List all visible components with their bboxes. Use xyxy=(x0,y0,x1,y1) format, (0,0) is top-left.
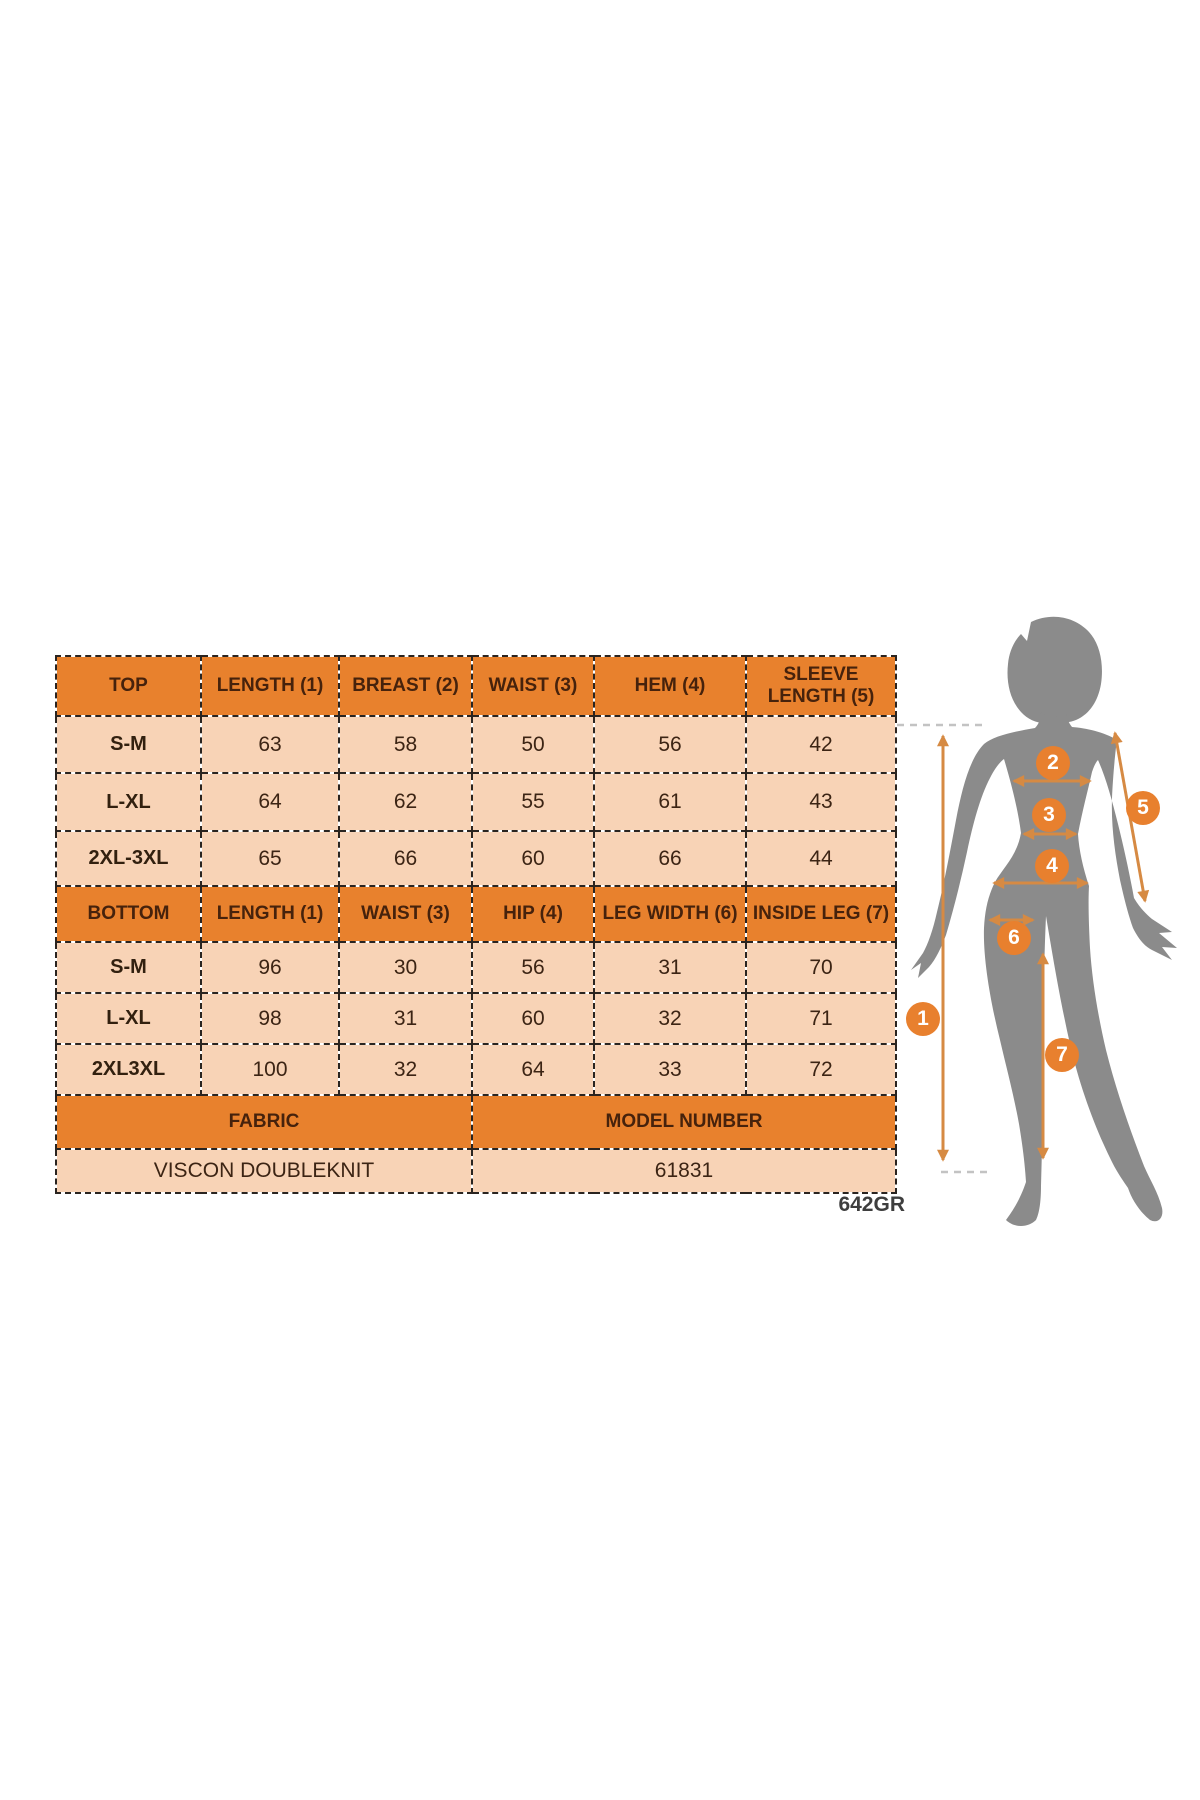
value-cell: 64 xyxy=(471,1043,595,1096)
table-row: 2XL-3XL 65 66 60 66 44 xyxy=(55,830,897,887)
value-cell: 66 xyxy=(338,830,473,887)
value-cell: 70 xyxy=(745,941,897,994)
top-header-hem: HEM (4) xyxy=(593,655,747,717)
silhouette-head xyxy=(1007,616,1102,724)
value-cell: 32 xyxy=(593,992,747,1045)
bottom-header-inside-leg: INSIDE LEG (7) xyxy=(745,885,897,943)
size-label: S-M xyxy=(55,715,202,774)
value-cell: 61 xyxy=(593,772,747,832)
measure-marker-3: 3 xyxy=(1032,798,1066,832)
top-header-sleeve-length: SLEEVE LENGTH (5) xyxy=(745,655,897,717)
value-cell: 31 xyxy=(593,941,747,994)
bottom-header-hip: HIP (4) xyxy=(471,885,595,943)
table-row: S-M 96 30 56 31 70 xyxy=(55,941,897,994)
value-cell: 100 xyxy=(200,1043,340,1096)
model-number-header: MODEL NUMBER xyxy=(471,1094,897,1150)
bottom-header-waist: WAIST (3) xyxy=(338,885,473,943)
size-label: 2XL-3XL xyxy=(55,830,202,887)
value-cell: 64 xyxy=(200,772,340,832)
dashed-guide-lines xyxy=(897,723,988,1174)
top-header-length: LENGTH (1) xyxy=(200,655,340,717)
measure-marker-5: 5 xyxy=(1126,791,1160,825)
value-cell: 43 xyxy=(745,772,897,832)
value-cell: 42 xyxy=(745,715,897,774)
value-cell: 33 xyxy=(593,1043,747,1096)
top-header-breast: BREAST (2) xyxy=(338,655,473,717)
bottom-header-length: LENGTH (1) xyxy=(200,885,340,943)
measure-marker-2: 2 xyxy=(1036,746,1070,780)
value-cell: 71 xyxy=(745,992,897,1045)
fabric-header-row: FABRIC MODEL NUMBER xyxy=(55,1094,897,1150)
value-cell: 32 xyxy=(338,1043,473,1096)
value-cell: 96 xyxy=(200,941,340,994)
value-cell: 65 xyxy=(200,830,340,887)
value-cell: 63 xyxy=(200,715,340,774)
bottom-header-leg-width: LEG WIDTH (6) xyxy=(593,885,747,943)
value-cell: 44 xyxy=(745,830,897,887)
value-cell: 60 xyxy=(471,992,595,1045)
value-cell: 62 xyxy=(338,772,473,832)
value-cell: 30 xyxy=(338,941,473,994)
value-cell: 31 xyxy=(338,992,473,1045)
size-label: L-XL xyxy=(55,992,202,1045)
product-code: 642GR xyxy=(838,1193,905,1216)
value-cell: 66 xyxy=(593,830,747,887)
top-header-top: TOP xyxy=(55,655,202,717)
value-cell: 50 xyxy=(471,715,595,774)
value-cell: 56 xyxy=(593,715,747,774)
table-row: S-M 63 58 50 56 42 xyxy=(55,715,897,774)
measure-marker-4: 4 xyxy=(1035,849,1069,883)
fabric-value: VISCON DOUBLEKNIT xyxy=(55,1148,473,1194)
fabric-value-row: VISCON DOUBLEKNIT 61831 xyxy=(55,1148,897,1194)
size-label: S-M xyxy=(55,941,202,994)
top-header-row: TOP LENGTH (1) BREAST (2) WAIST (3) HEM … xyxy=(55,655,897,717)
model-number-value: 61831 xyxy=(471,1148,897,1194)
value-cell: 60 xyxy=(471,830,595,887)
size-label: 2XL3XL xyxy=(55,1043,202,1096)
measure-marker-7: 7 xyxy=(1045,1038,1079,1072)
bottom-header-row: BOTTOM LENGTH (1) WAIST (3) HIP (4) LEG … xyxy=(55,885,897,943)
top-header-waist: WAIST (3) xyxy=(471,655,595,717)
value-cell: 98 xyxy=(200,992,340,1045)
fabric-header: FABRIC xyxy=(55,1094,473,1150)
bottom-header-bottom: BOTTOM xyxy=(55,885,202,943)
table-row: 2XL3XL 100 32 64 33 72 xyxy=(55,1043,897,1096)
value-cell: 58 xyxy=(338,715,473,774)
table-row: L-XL 64 62 55 61 43 xyxy=(55,772,897,832)
value-cell: 72 xyxy=(745,1043,897,1096)
value-cell: 55 xyxy=(471,772,595,832)
measure-marker-1: 1 xyxy=(906,1002,940,1036)
measure-marker-6: 6 xyxy=(997,921,1031,955)
size-label: L-XL xyxy=(55,772,202,832)
value-cell: 56 xyxy=(471,941,595,994)
size-chart-table: TOP LENGTH (1) BREAST (2) WAIST (3) HEM … xyxy=(55,655,897,1194)
table-row: L-XL 98 31 60 32 71 xyxy=(55,992,897,1045)
